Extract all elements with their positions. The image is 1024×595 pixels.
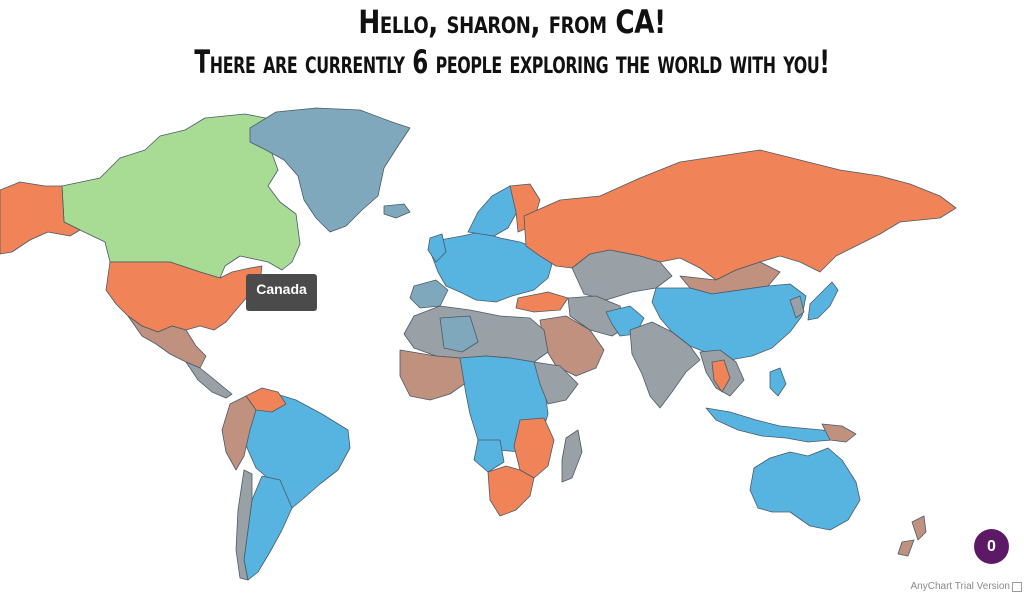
country-korea[interactable] bbox=[789, 295, 805, 319]
country-saudi-arabia[interactable] bbox=[539, 315, 605, 377]
greeting-heading: Hello, sharon, from CA! There are curren… bbox=[0, 3, 1024, 81]
country-chile[interactable] bbox=[235, 469, 253, 581]
country-mexico[interactable] bbox=[127, 315, 207, 369]
country-colombia-peru[interactable] bbox=[221, 395, 257, 471]
country-iceland[interactable] bbox=[383, 203, 411, 219]
greeting-line-1: Hello, sharon, from CA! bbox=[358, 3, 666, 41]
country-papua-new-guinea[interactable] bbox=[821, 423, 857, 443]
country-turkey[interactable] bbox=[515, 291, 569, 313]
notification-count-badge[interactable]: 0 bbox=[974, 529, 1009, 564]
country-thailand[interactable] bbox=[711, 359, 731, 393]
region-east-africa[interactable] bbox=[513, 417, 555, 479]
country-madagascar[interactable] bbox=[561, 429, 583, 483]
country-india[interactable] bbox=[629, 321, 701, 409]
country-central-america[interactable] bbox=[185, 361, 233, 399]
anychart-credit[interactable]: AnyChart Trial Version bbox=[910, 581, 1011, 592]
country-japan[interactable] bbox=[807, 281, 839, 321]
region-southern-africa[interactable] bbox=[487, 465, 535, 517]
country-uk[interactable] bbox=[427, 233, 447, 263]
greeting-line-2: There are currently 6 people exploring t… bbox=[194, 42, 830, 81]
country-australia[interactable] bbox=[749, 447, 861, 531]
country-greenland[interactable] bbox=[249, 107, 411, 233]
country-indonesia[interactable] bbox=[705, 407, 839, 443]
country-tooltip: Canada bbox=[246, 274, 317, 311]
country-algeria[interactable] bbox=[439, 315, 479, 353]
country-angola[interactable] bbox=[473, 439, 505, 473]
country-china[interactable] bbox=[651, 283, 807, 361]
country-usa[interactable] bbox=[105, 261, 263, 333]
country-ethiopia[interactable] bbox=[533, 361, 579, 405]
region-north-africa[interactable] bbox=[403, 305, 549, 363]
country-brazil[interactable] bbox=[239, 391, 351, 509]
country-philippines[interactable] bbox=[769, 367, 787, 397]
region-west-africa[interactable] bbox=[399, 349, 471, 401]
country-new-zealand[interactable] bbox=[897, 515, 927, 557]
country-usa-alaska[interactable] bbox=[0, 181, 81, 255]
country-spain[interactable] bbox=[409, 279, 449, 309]
external-link-icon[interactable] bbox=[1012, 582, 1022, 592]
